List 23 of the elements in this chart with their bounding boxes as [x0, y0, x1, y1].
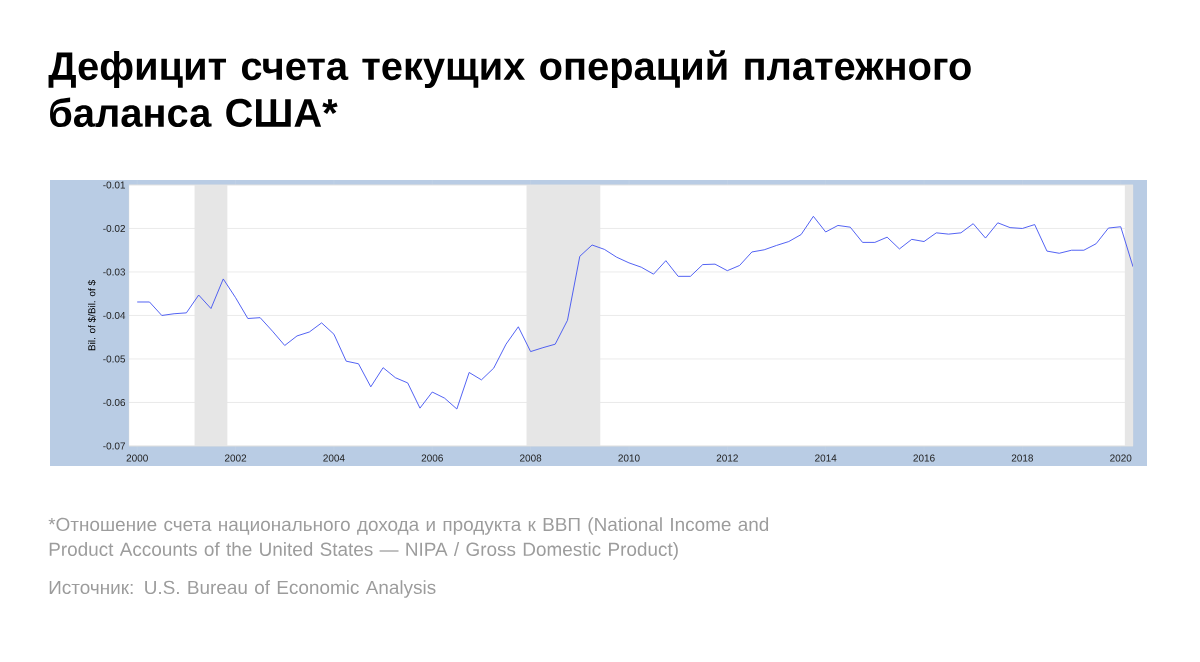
y-tick-label: -0.05 — [103, 355, 126, 363]
x-tick-label: 2014 — [815, 454, 837, 462]
x-tick-label: 2002 — [224, 454, 247, 462]
y-tick-label: -0.07 — [103, 442, 125, 450]
y-tick-label: -0.04 — [103, 311, 126, 320]
x-tick-label: 2006 — [421, 454, 443, 462]
y-tick-label: -0.03 — [103, 268, 126, 276]
y-tick-label: -0.02 — [103, 224, 125, 233]
x-tick-label: 2012 — [716, 454, 738, 462]
text: Источник: U.S. Bureau of Economic Analysis — [49, 580, 436, 598]
y-tick-label: -0.06 — [103, 398, 126, 407]
y-tick-label: -0.01 — [103, 181, 126, 189]
line-series — [136, 215, 1134, 410]
x-tick-label: 2010 — [618, 454, 640, 462]
text: *Отношение счета национального дохода и продукта к ВВП (National Income and Product Accounts of the United States — NIPA / Gross Domestic Product) — [48, 517, 769, 560]
x-tick-label: 2016 — [913, 454, 935, 462]
x-tick-label: 2004 — [323, 454, 345, 462]
x-tick-label: 2008 — [520, 454, 542, 462]
x-tick-label: 2020 — [1110, 454, 1132, 462]
x-tick-label: 2018 — [1011, 454, 1034, 462]
chart-title: Дефицит счета текущих операций платежного баланса США* — [48, 50, 971, 128]
y-axis-title: Bil. of $/Bil. of $ — [87, 280, 96, 351]
x-tick-label: 2000 — [126, 454, 148, 462]
